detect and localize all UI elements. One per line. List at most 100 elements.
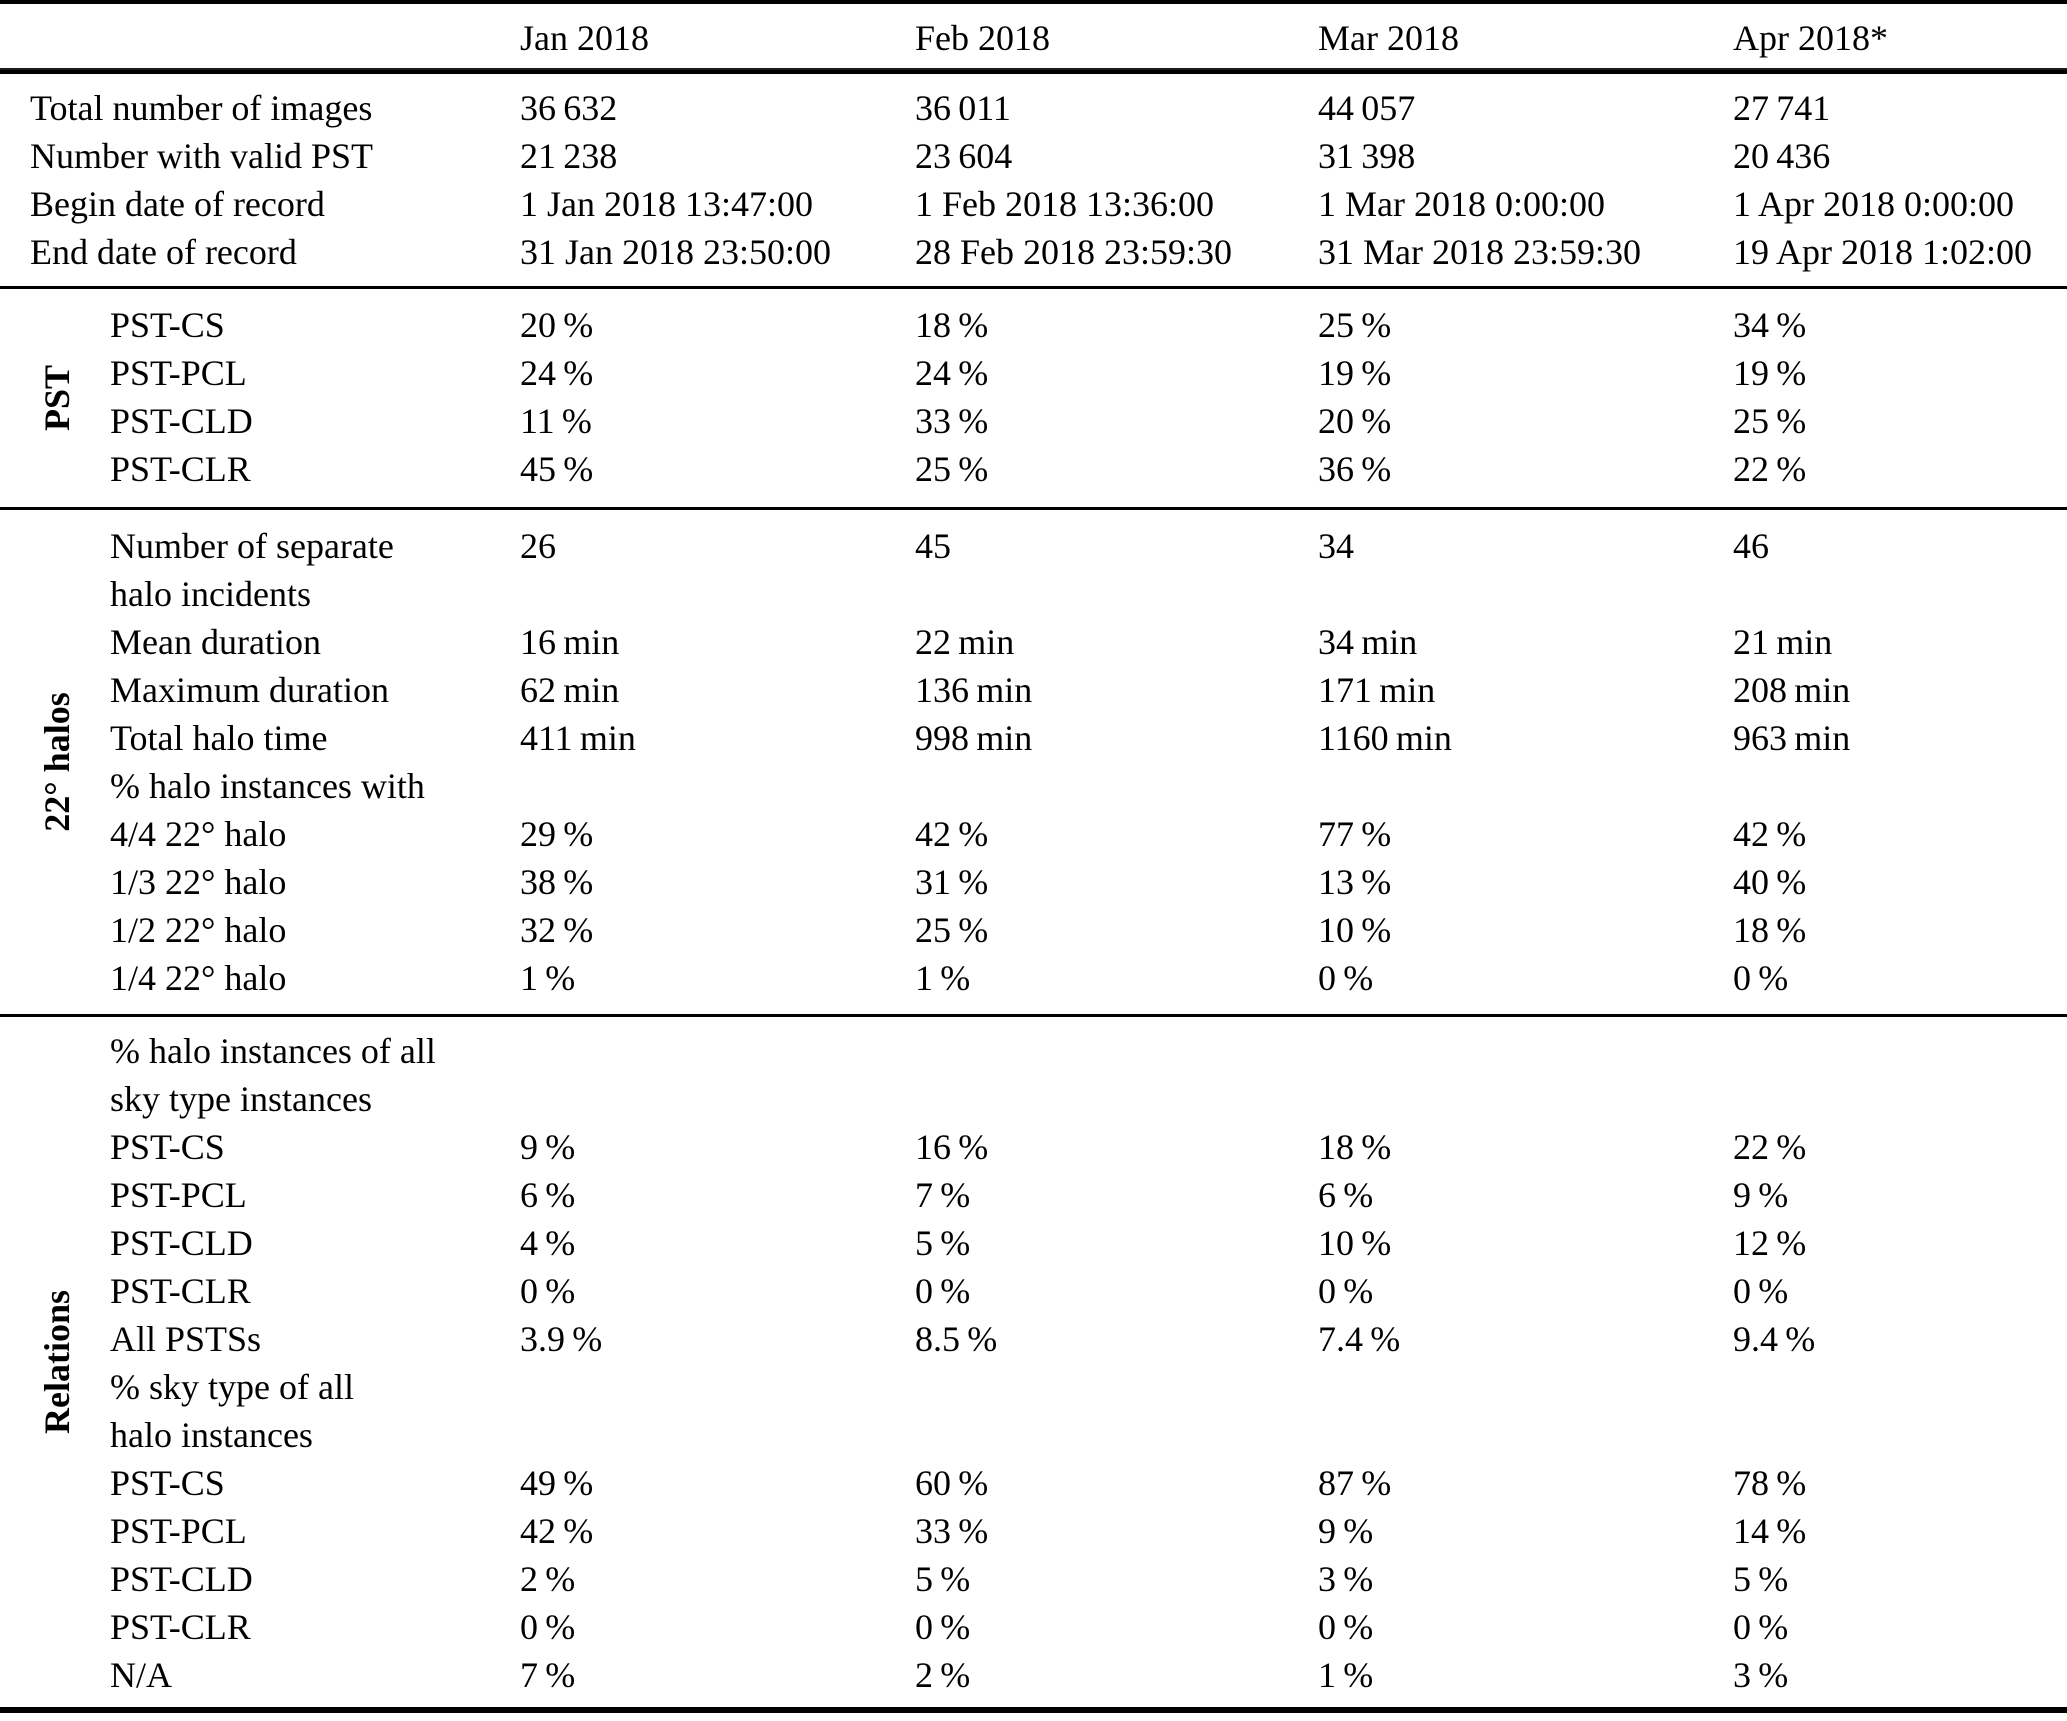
cell-value: 34: [1318, 526, 1354, 566]
cell-value: 0 %: [915, 1607, 971, 1647]
row-label: Total halo time: [0, 714, 520, 762]
row-label: Total number of images: [0, 84, 520, 132]
row-label: PST-CLR: [0, 1267, 520, 1315]
column-header: Feb 2018: [915, 18, 1050, 58]
cell-value: 42 %: [915, 814, 989, 854]
cell-value: 9.4 %: [1733, 1319, 1816, 1359]
table-row: Number of separate halo incidents 26 45 34 46: [0, 522, 2067, 618]
table-row: % halo instances with: [0, 762, 2067, 810]
cell-value: 42 %: [520, 1511, 594, 1551]
cell-value: 8.5 %: [915, 1319, 998, 1359]
row-label: End date of record: [0, 228, 520, 276]
row-label-line: 4/4 22° halo: [110, 814, 287, 854]
row-label-line: Begin date of record: [30, 184, 325, 224]
row-label: Maximum duration: [0, 666, 520, 714]
header-separator-rule: [0, 68, 2067, 74]
row-label: 4/4 22° halo: [0, 810, 520, 858]
row-label-line: 1/2 22° halo: [110, 910, 287, 950]
table-row: End date of record 31 Jan 2018 23:50:00 28…: [0, 228, 2067, 276]
table-row: Mean duration 16 min 22 min 34 min 21 min: [0, 618, 2067, 666]
table-row: Begin date of record 1 Jan 2018 13:47:00 1…: [0, 180, 2067, 228]
cell-value: 22 %: [1733, 449, 1807, 489]
cell-value: 7 %: [915, 1175, 971, 1215]
section-label-22-halos: 22° halos: [37, 692, 77, 832]
section-22-halos: 22° halos Number of separate halo incident…: [0, 510, 2067, 1014]
table-row: PST-CS 9 % 16 % 18 % 22 %: [0, 1123, 2067, 1171]
row-label-line: % halo instances with: [110, 766, 425, 806]
cell-value: 34 %: [1733, 305, 1807, 345]
section-separator-rule: [0, 1014, 2067, 1017]
table-row: PST-CLD 11 % 33 % 20 % 25 %: [0, 397, 2067, 445]
cell-value: 7.4 %: [1318, 1319, 1401, 1359]
cell-value: 29 %: [520, 814, 594, 854]
cell-value: 22 min: [915, 622, 1015, 662]
cell-value: 963 min: [1733, 718, 1851, 758]
table-row: 1/3 22° halo 38 % 31 % 13 % 40 %: [0, 858, 2067, 906]
table-header-row: Jan 2018 Feb 2018 Mar 2018 Apr 2018*: [0, 4, 2067, 68]
cell-value: 9 %: [1733, 1175, 1789, 1215]
cell-value: 19 %: [1733, 353, 1807, 393]
row-label-line: All PSTSs: [110, 1319, 262, 1359]
bottom-rule: [0, 1707, 2067, 1713]
column-header: Jan 2018: [520, 18, 649, 58]
table-row: PST-CLR 0 % 0 % 0 % 0 %: [0, 1267, 2067, 1315]
table-row: PST-PCL 24 % 24 % 19 % 19 %: [0, 349, 2067, 397]
row-label-line: PST-CS: [110, 1127, 225, 1167]
row-label-line: Number with valid PST: [30, 136, 373, 176]
cell-value: 0 %: [520, 1271, 576, 1311]
section-label-relations: Relations: [37, 1290, 77, 1434]
row-label: % halo instances with: [0, 762, 520, 810]
top-rule: [0, 0, 2067, 4]
row-label-line: halo instances: [110, 1415, 313, 1455]
cell-value: 12 %: [1733, 1223, 1807, 1263]
cell-value: 24 %: [520, 353, 594, 393]
cell-value: 36 %: [1318, 449, 1392, 489]
cell-value: 87 %: [1318, 1463, 1392, 1503]
cell-value: 11 %: [520, 401, 592, 441]
table-row: PST-CS 20 % 18 % 25 % 34 %: [0, 301, 2067, 349]
cell-value: 6 %: [520, 1175, 576, 1215]
cell-value: 3 %: [1733, 1655, 1789, 1695]
row-label-line: Maximum duration: [110, 670, 389, 710]
row-label: Number of separate halo incidents: [0, 522, 520, 618]
table-row: PST-CS 49 % 60 % 87 % 78 %: [0, 1459, 2067, 1507]
cell-value: 60 %: [915, 1463, 989, 1503]
cell-value: 25 %: [1733, 401, 1807, 441]
cell-value: 5 %: [915, 1559, 971, 1599]
cell-value: 136 min: [915, 670, 1033, 710]
cell-value: 46: [1733, 526, 1769, 566]
cell-value: 0 %: [1318, 1607, 1374, 1647]
cell-value: 20 %: [520, 305, 594, 345]
cell-value: 0 %: [1733, 958, 1789, 998]
row-label: PST-CS: [0, 1459, 520, 1507]
cell-value: 36 011: [915, 88, 1011, 128]
cell-value: 0 %: [520, 1607, 576, 1647]
section-separator-rule: [0, 507, 2067, 510]
row-label-line: PST-CLR: [110, 449, 251, 489]
cell-value: 171 min: [1318, 670, 1436, 710]
row-label: PST-CLR: [0, 445, 520, 493]
cell-value: 33 %: [915, 1511, 989, 1551]
section-overview: Total number of images 36 632 36 011 44 057…: [0, 74, 2067, 286]
row-label-line: PST-CLR: [110, 1607, 251, 1647]
row-label: Begin date of record: [0, 180, 520, 228]
cell-value: 0 %: [1733, 1271, 1789, 1311]
row-label: 1/2 22° halo: [0, 906, 520, 954]
section-pst: PST PST-CS 20 % 18 % 25 % 34 % PST-PCL 24 % 24 %…: [0, 289, 2067, 507]
table-row: Total halo time 411 min 998 min 1160 min 963…: [0, 714, 2067, 762]
cell-value: 25 %: [1318, 305, 1392, 345]
row-label: PST-PCL: [0, 1507, 520, 1555]
cell-value: 44 057: [1318, 88, 1416, 128]
cell-value: 19 Apr 2018 1:02:00: [1733, 232, 2033, 272]
table-row: PST-CLR 45 % 25 % 36 % 22 %: [0, 445, 2067, 493]
row-label: PST-PCL: [0, 349, 520, 397]
cell-value: 9 %: [520, 1127, 576, 1167]
cell-value: 998 min: [915, 718, 1033, 758]
cell-value: 2 %: [520, 1559, 576, 1599]
cell-value: 25 %: [915, 449, 989, 489]
cell-value: 0 %: [1733, 1607, 1789, 1647]
row-label-line: Mean duration: [110, 622, 321, 662]
cell-value: 34 min: [1318, 622, 1418, 662]
cell-value: 3 %: [1318, 1559, 1374, 1599]
